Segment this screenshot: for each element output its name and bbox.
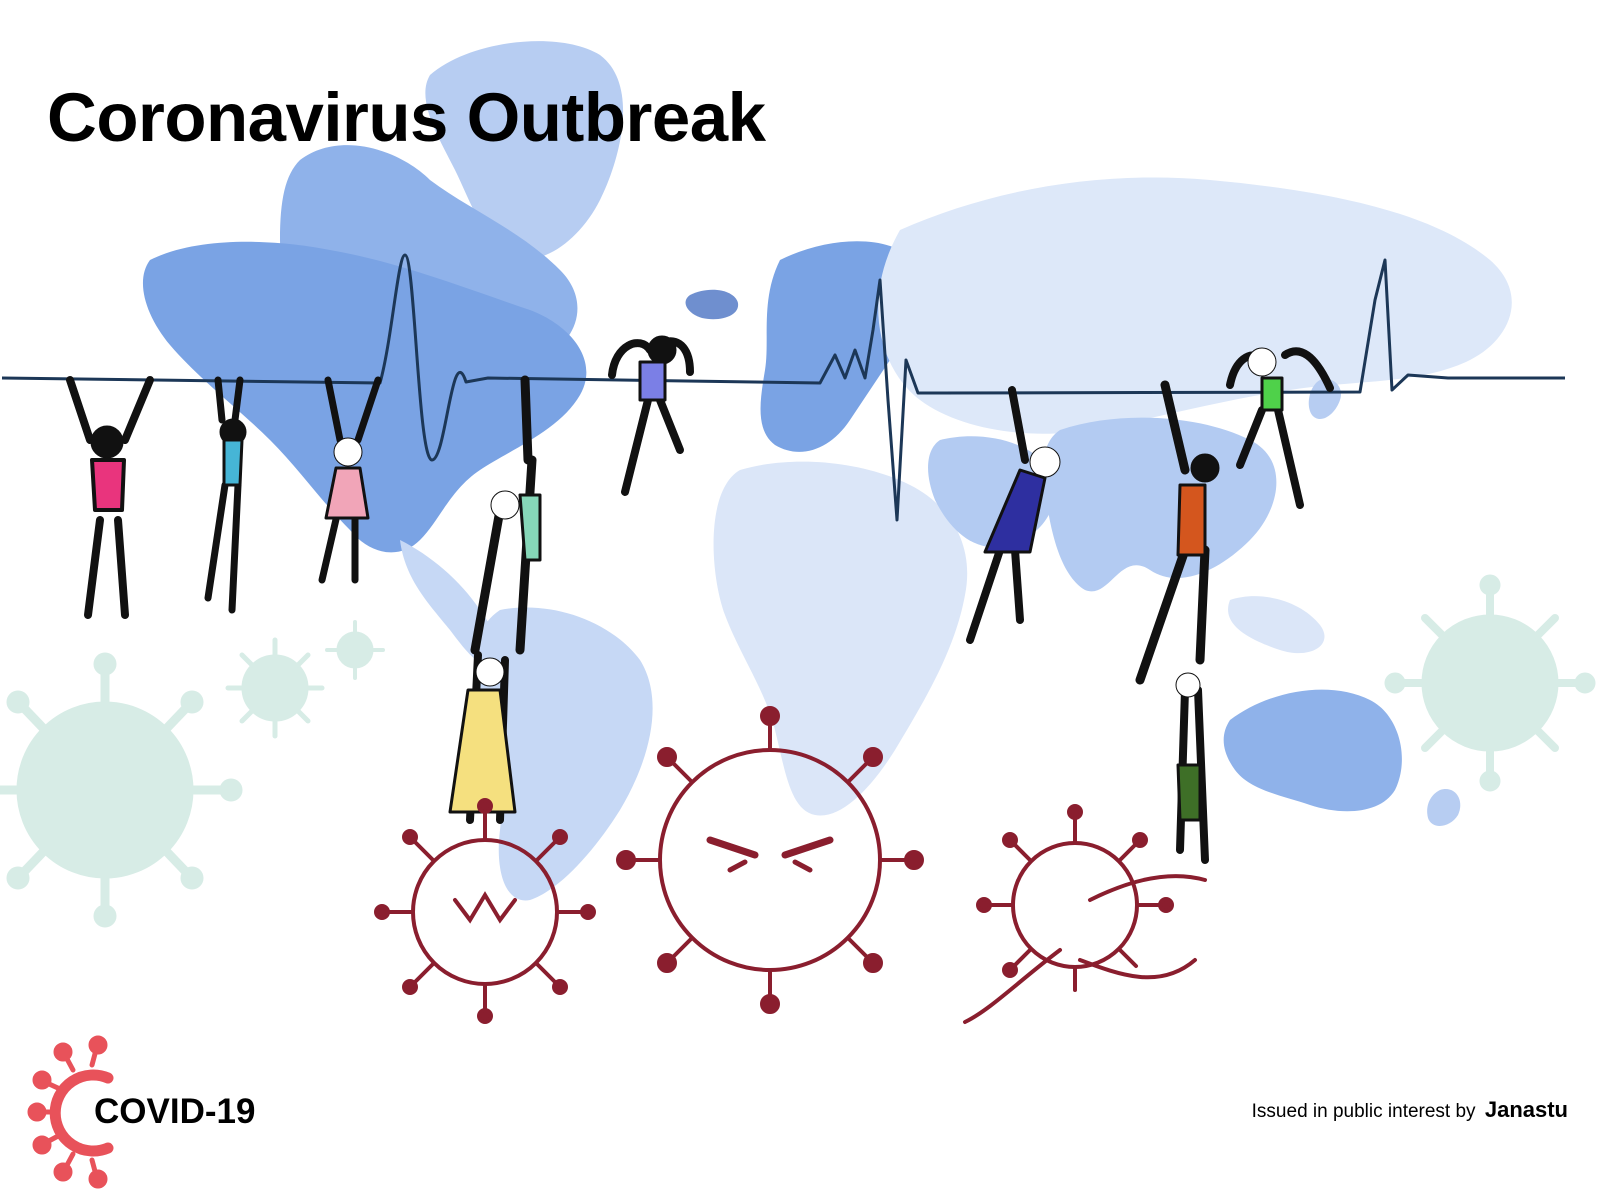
hanging-person-icon — [66, 335, 1334, 864]
virus-icon — [374, 706, 1207, 1024]
world-map-icon — [142, 41, 1512, 901]
credit-prefix: Issued in public interest by — [1251, 1101, 1476, 1122]
heartbeat-line-icon — [1, 253, 1565, 522]
page-title: Coronavirus Outbreak — [47, 79, 766, 156]
covid-logo-icon — [27, 1035, 114, 1189]
credit-line: Issued in public interest by Janastu — [1252, 1097, 1568, 1123]
credit-org: Janastu — [1484, 1097, 1568, 1122]
virus-icon — [0, 574, 1596, 928]
covid-logo-text: COVID-19 — [94, 1092, 256, 1131]
